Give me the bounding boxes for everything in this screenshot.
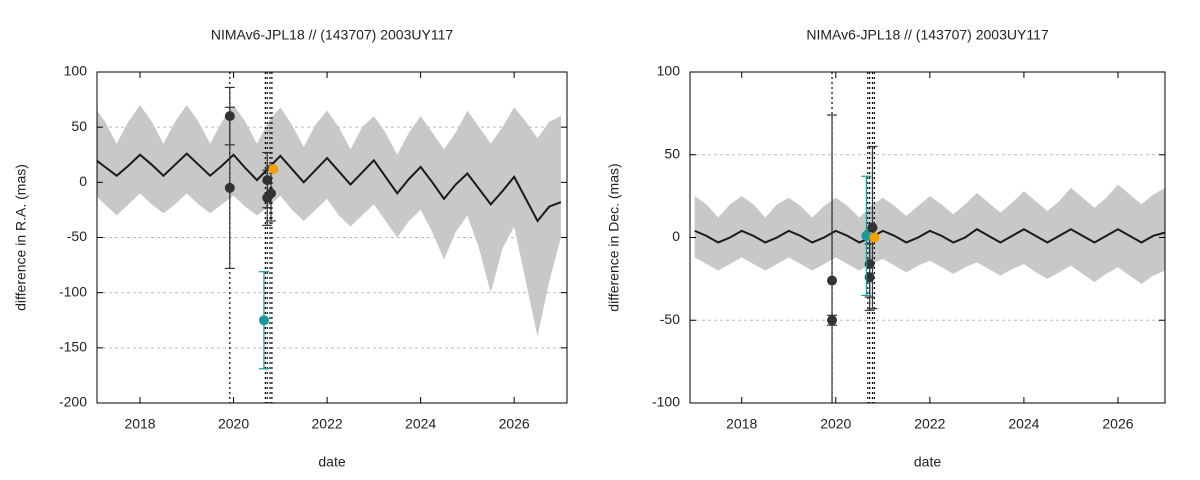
y-tick-label: 100 xyxy=(64,63,88,79)
y-tick-label: -100 xyxy=(652,394,680,410)
x-tick-label: 2018 xyxy=(726,416,757,432)
x-axis-label: date xyxy=(318,454,345,470)
data-point xyxy=(864,272,875,283)
x-tick-label: 2024 xyxy=(1008,416,1039,432)
chart-title: NIMAv6-JPL18 // (143707) 2003UY117 xyxy=(211,27,454,43)
data-point xyxy=(861,230,872,241)
data-point xyxy=(827,275,838,286)
data-point xyxy=(268,164,279,175)
x-axis-label: date xyxy=(914,454,941,470)
x-tick-label: 2024 xyxy=(405,416,436,432)
x-tick-label: 2022 xyxy=(914,416,945,432)
data-point xyxy=(258,315,269,326)
y-tick-label: -100 xyxy=(59,283,87,299)
y-tick-label: -200 xyxy=(59,394,87,410)
data-point xyxy=(827,315,838,326)
x-tick-label: 2022 xyxy=(312,416,343,432)
model-line xyxy=(97,152,562,223)
y-tick-label: 0 xyxy=(672,228,680,244)
y-tick-label: 50 xyxy=(71,118,87,134)
x-tick-label: 2020 xyxy=(218,416,249,432)
uncertainty-band xyxy=(694,184,1165,284)
y-tick-label: 100 xyxy=(657,63,681,79)
plot-area xyxy=(97,72,567,403)
plot-area xyxy=(690,72,1165,403)
chart-title: NIMAv6-JPL18 // (143707) 2003UY117 xyxy=(806,27,1049,43)
x-tick-label: 2026 xyxy=(1102,416,1133,432)
y-tick-label: -50 xyxy=(660,311,680,327)
data-point xyxy=(265,188,276,199)
data-point xyxy=(867,222,878,233)
data-point xyxy=(224,182,235,193)
x-tick-label: 2020 xyxy=(820,416,851,432)
y-axis-label: difference in R.A. (mas) xyxy=(13,164,29,311)
y-tick-label: -150 xyxy=(59,339,87,355)
plot-frame xyxy=(689,71,1166,404)
data-point xyxy=(869,232,880,243)
y-tick-label: -50 xyxy=(67,228,87,244)
plot-frame xyxy=(96,71,568,404)
model-line xyxy=(694,228,1165,244)
x-tick-label: 2026 xyxy=(499,416,530,432)
y-tick-label: 0 xyxy=(79,173,87,189)
y-tick-label: 50 xyxy=(664,145,680,161)
uncertainty-band xyxy=(97,105,561,337)
y-axis-label: difference in Dec. (mas) xyxy=(606,163,622,311)
x-tick-label: 2018 xyxy=(124,416,155,432)
